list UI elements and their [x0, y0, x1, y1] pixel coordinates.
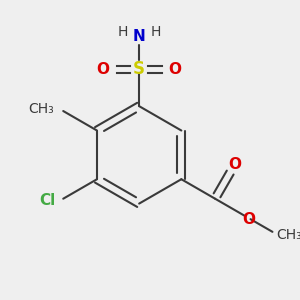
Text: N: N: [133, 29, 146, 44]
Text: H: H: [151, 25, 161, 39]
Text: O: O: [169, 61, 182, 76]
Text: H: H: [117, 25, 128, 39]
Text: CH₃: CH₃: [276, 228, 300, 242]
Text: O: O: [229, 157, 242, 172]
Text: S: S: [133, 60, 145, 78]
Text: O: O: [242, 212, 255, 227]
Text: Cl: Cl: [39, 193, 56, 208]
Text: O: O: [97, 61, 110, 76]
Text: CH₃: CH₃: [29, 102, 55, 116]
